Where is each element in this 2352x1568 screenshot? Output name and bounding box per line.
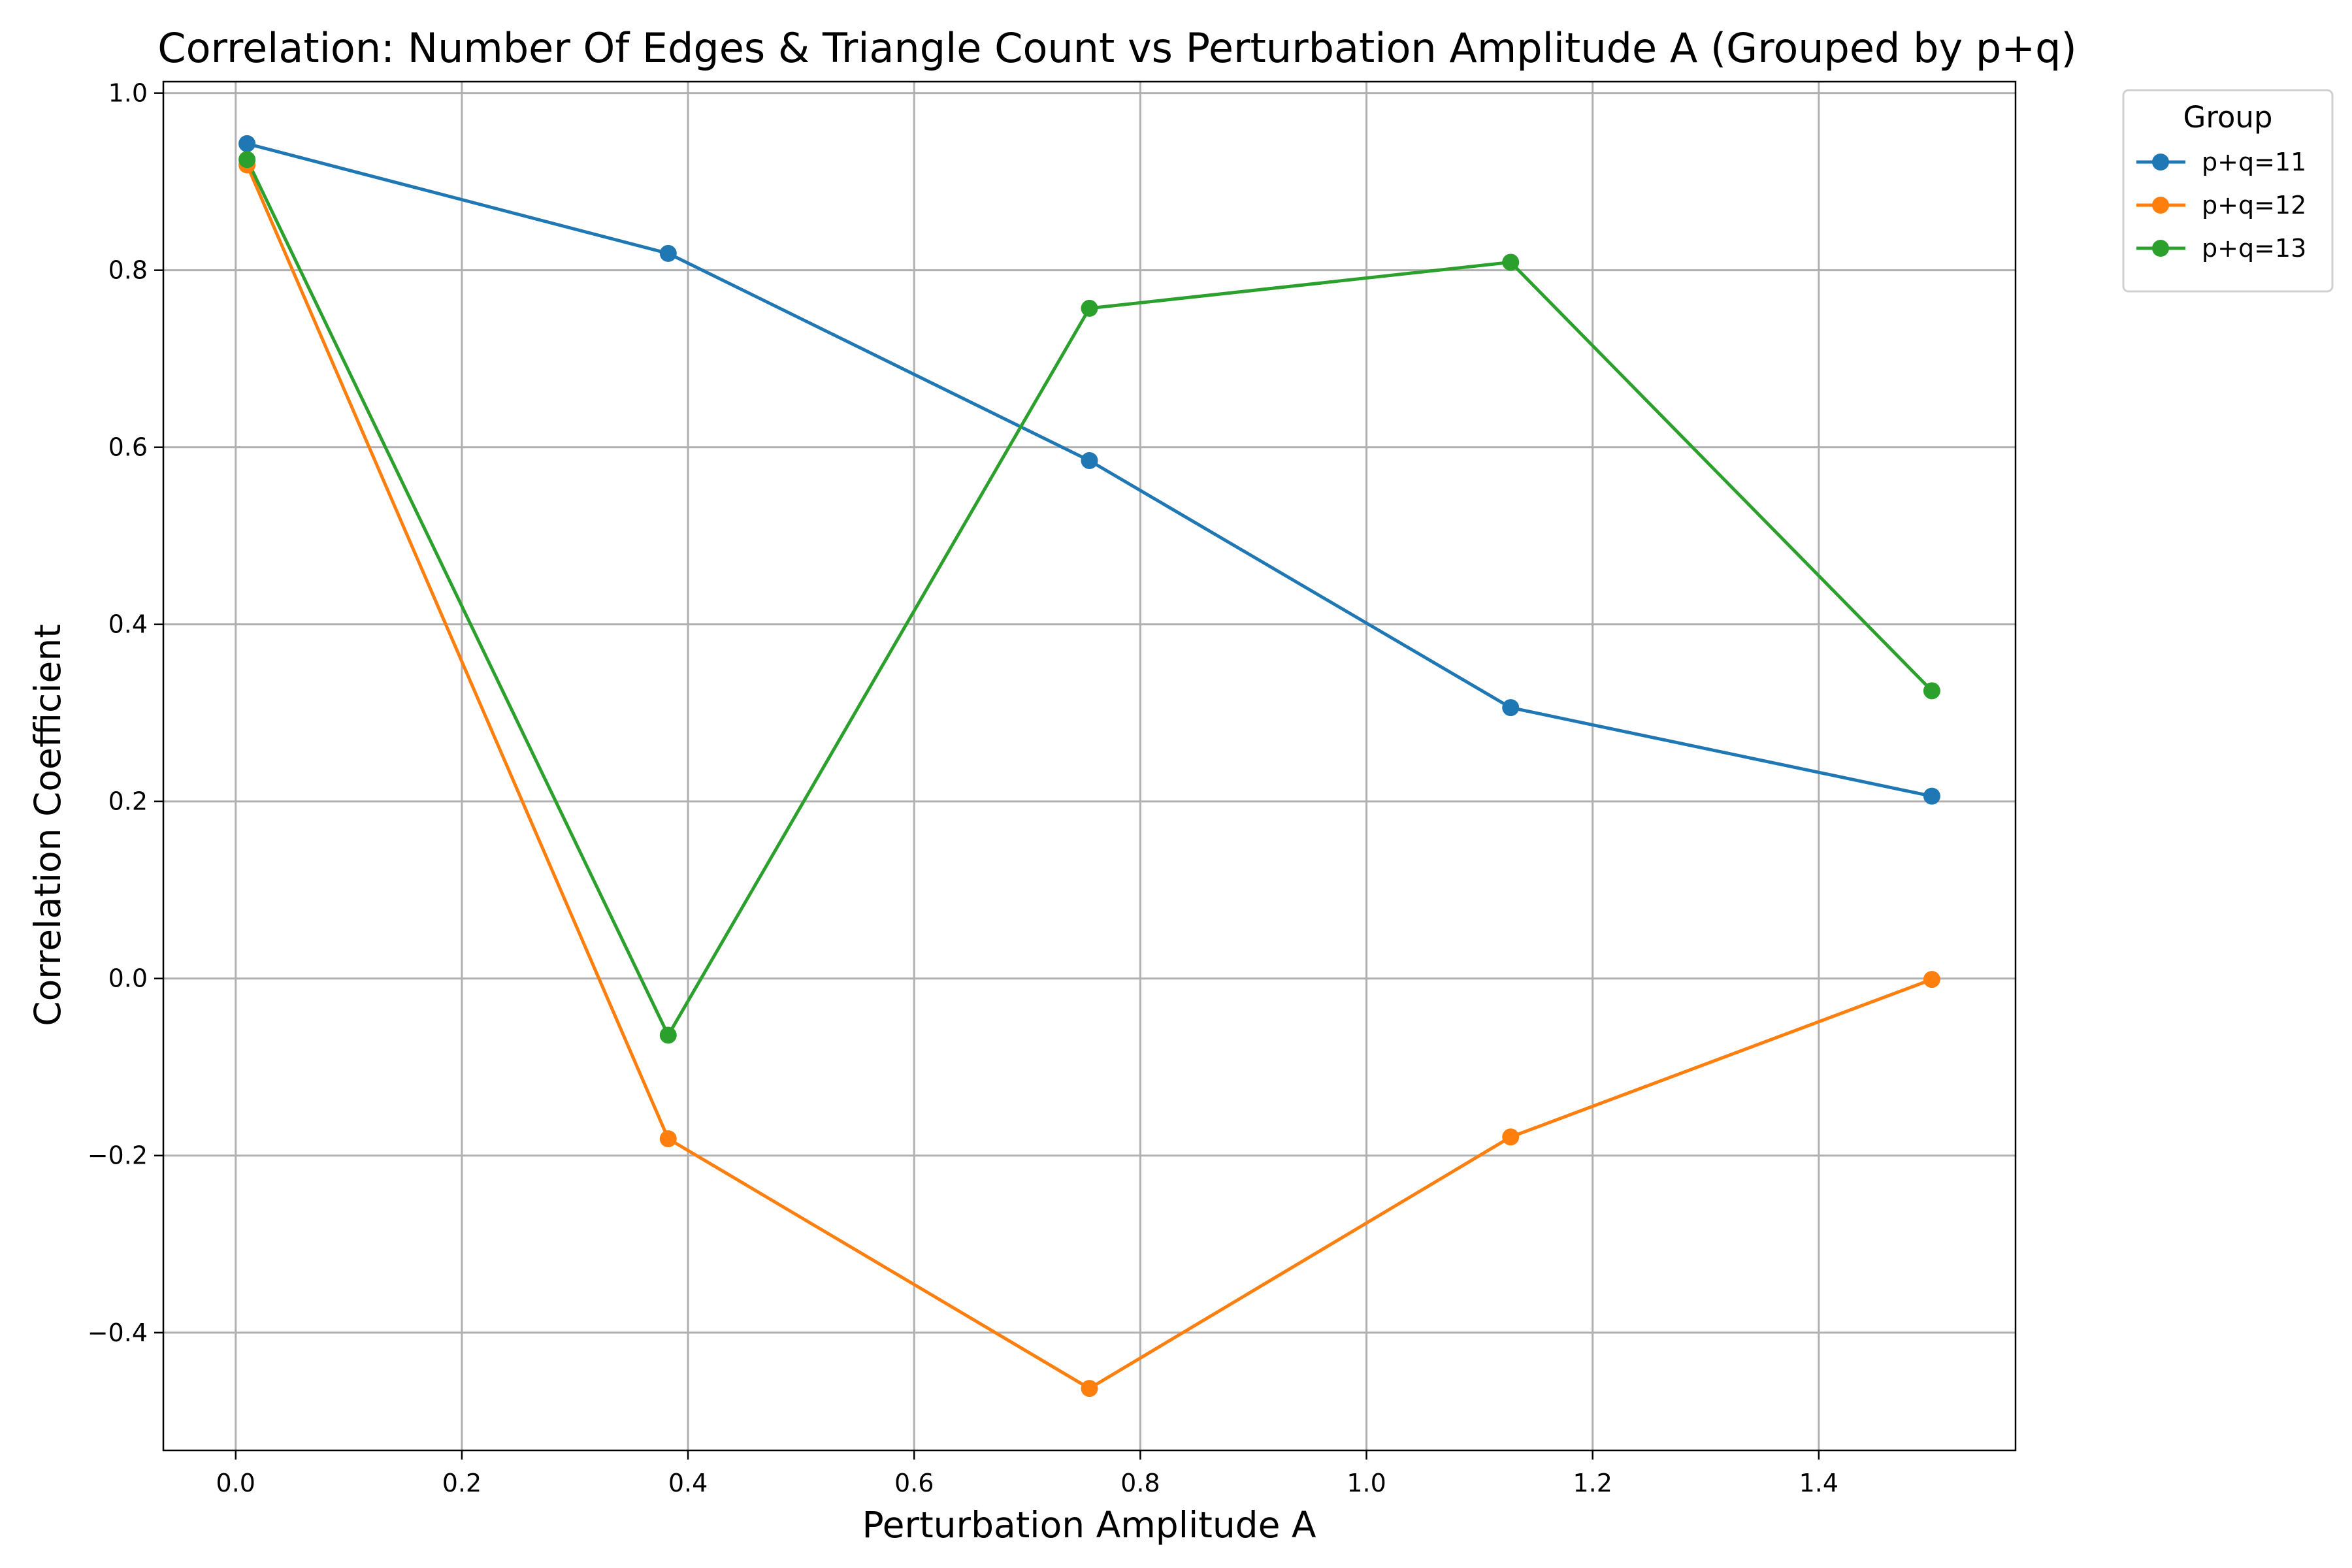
y-tick-label: 0.2 [108, 787, 148, 816]
legend-label-p+q=11: p+q=11 [2202, 148, 2306, 176]
data-point-p+q=11-2 [1081, 451, 1098, 469]
data-point-p+q=12-4 [1923, 971, 1940, 988]
data-point-p+q=12-3 [1502, 1128, 1520, 1146]
data-point-p+q=13-3 [1502, 253, 1520, 271]
data-point-p+q=13-2 [1081, 299, 1098, 317]
y-tick-label: 1.0 [108, 79, 148, 108]
y-tick-label: −0.4 [88, 1318, 148, 1347]
data-point-p+q=11-4 [1923, 787, 1940, 805]
y-tick-label: 0.8 [108, 256, 148, 285]
legend: Group p+q=11 p+q=12 p+q=13 [2122, 89, 2334, 293]
legend-swatch-marker-p+q=13 [2152, 240, 2169, 257]
data-point-p+q=12-2 [1081, 1380, 1098, 1397]
data-point-p+q=13-1 [659, 1026, 677, 1044]
legend-label-p+q=12: p+q=12 [2202, 191, 2306, 220]
y-tick-label: 0.0 [108, 964, 148, 993]
x-axis-label: Perturbation Amplitude A [862, 1504, 1316, 1546]
x-tick-label: 0.0 [216, 1469, 255, 1497]
data-point-p+q=11-3 [1502, 699, 1520, 717]
x-tick-label: 1.4 [1799, 1469, 1838, 1497]
x-tick-label: 0.6 [894, 1469, 934, 1497]
x-tick-label: 0.2 [442, 1469, 482, 1497]
y-tick-label: −0.2 [88, 1141, 148, 1170]
x-tick-label: 1.0 [1347, 1469, 1386, 1497]
x-tick-label: 1.2 [1573, 1469, 1612, 1497]
legend-title: Group [2183, 100, 2273, 135]
data-point-p+q=13-4 [1923, 682, 1940, 700]
data-point-p+q=11-0 [238, 135, 256, 152]
y-tick-label: 0.6 [108, 433, 148, 462]
x-tick-label: 0.4 [668, 1469, 708, 1497]
y-tick-label: 0.4 [108, 610, 148, 639]
x-tick-label: 0.8 [1120, 1469, 1160, 1497]
plot-frame [162, 80, 2017, 1452]
data-point-p+q=13-0 [238, 151, 256, 169]
legend-swatch-marker-p+q=12 [2152, 197, 2169, 214]
plot-area: 0.0 0.2 0.4 0.6 0.8 1.0 1.2 1.4 −0.4 −0.2 0.0 0.2 0.… [88, 79, 2017, 1497]
chart-title: Correlation: Number Of Edges & Triangle … [157, 24, 2076, 72]
legend-swatch-marker-p+q=11 [2152, 154, 2169, 171]
y-axis-label: Correlation Coefficient [27, 624, 69, 1026]
data-point-p+q=12-1 [659, 1130, 677, 1148]
data-point-p+q=11-1 [659, 244, 677, 262]
legend-label-p+q=13: p+q=13 [2202, 234, 2306, 263]
legend-box [2122, 89, 2334, 293]
